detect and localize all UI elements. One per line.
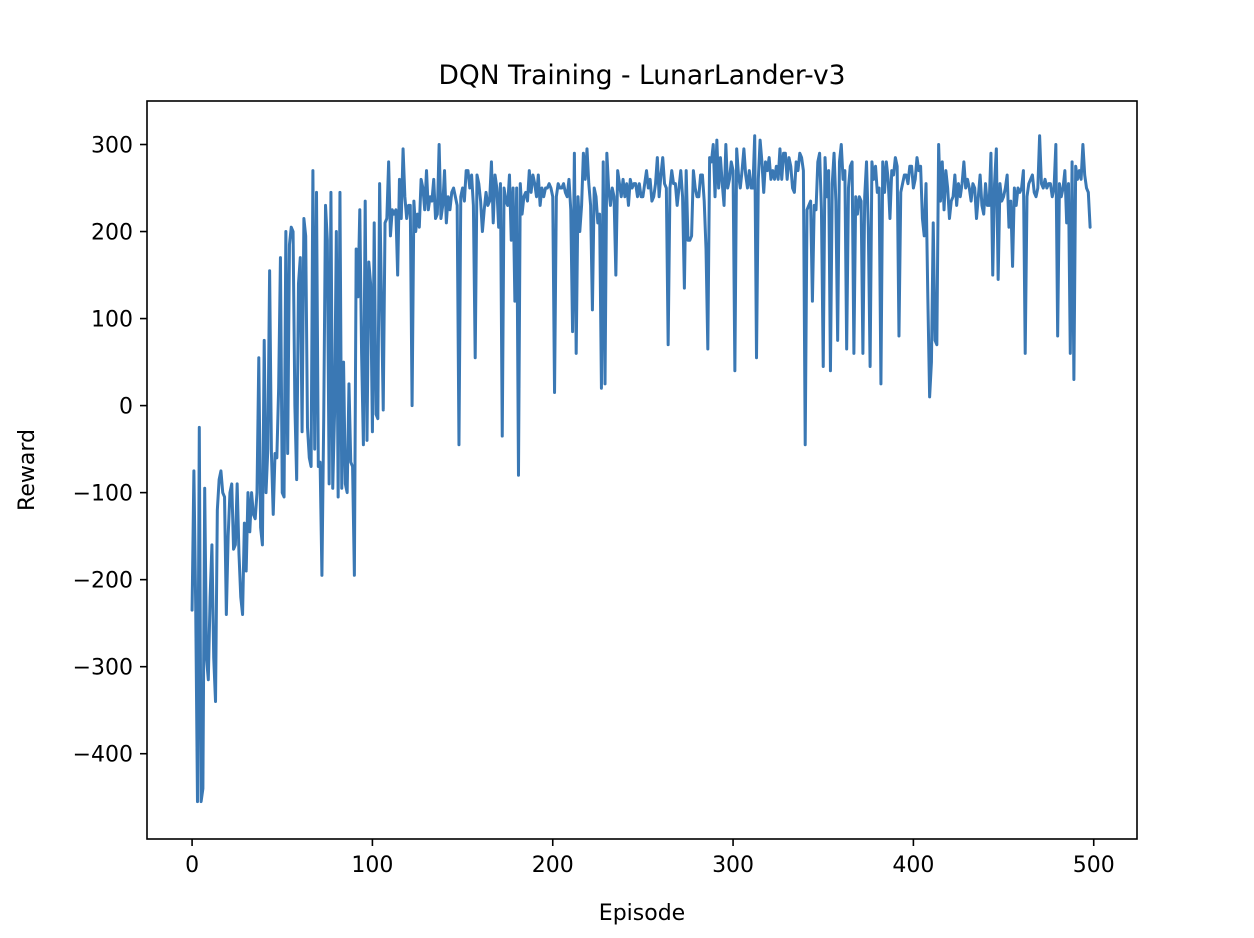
x-tick-label: 300 (712, 853, 754, 878)
y-tick-label: −300 (73, 656, 133, 681)
y-tick-label: 300 (91, 134, 133, 159)
plot-area (190, 134, 1092, 804)
x-tick-label: 500 (1073, 853, 1115, 878)
x-tick-label: 200 (532, 853, 574, 878)
x-tick-label: 100 (351, 853, 393, 878)
x-axis: 0 100 200 300 400 500 (185, 839, 1115, 878)
reward-series-line (190, 134, 1092, 804)
x-tick-label: 0 (185, 853, 199, 878)
y-tick-label: 100 (91, 308, 133, 333)
y-tick-label: −100 (73, 482, 133, 507)
axes-frame (146, 100, 1138, 840)
y-tick-label: −200 (73, 569, 133, 594)
y-tick-label: 0 (119, 395, 133, 420)
y-tick-label: −400 (73, 743, 133, 768)
x-tick-label: 400 (892, 853, 934, 878)
x-axis-title: Episode (599, 901, 685, 926)
y-tick-label: 200 (91, 221, 133, 246)
y-axis-title: Reward (15, 429, 40, 511)
y-axis: −400 −300 −200 −100 0 100 200 300 (73, 134, 147, 768)
chart-title: DQN Training - LunarLander-v3 (438, 60, 845, 91)
